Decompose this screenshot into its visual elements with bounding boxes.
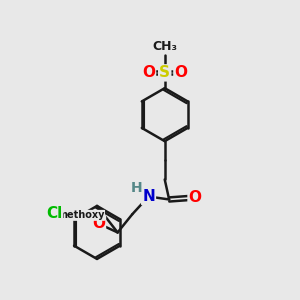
Text: CH₃: CH₃ [152, 40, 177, 53]
Text: O: O [92, 216, 105, 231]
Text: O: O [174, 65, 188, 80]
Text: S: S [159, 65, 170, 80]
Text: H: H [130, 181, 142, 195]
Text: O: O [189, 190, 202, 206]
Text: methoxy: methoxy [57, 210, 105, 220]
Text: O: O [142, 65, 155, 80]
Text: Cl: Cl [46, 206, 62, 221]
Text: N: N [142, 189, 155, 204]
